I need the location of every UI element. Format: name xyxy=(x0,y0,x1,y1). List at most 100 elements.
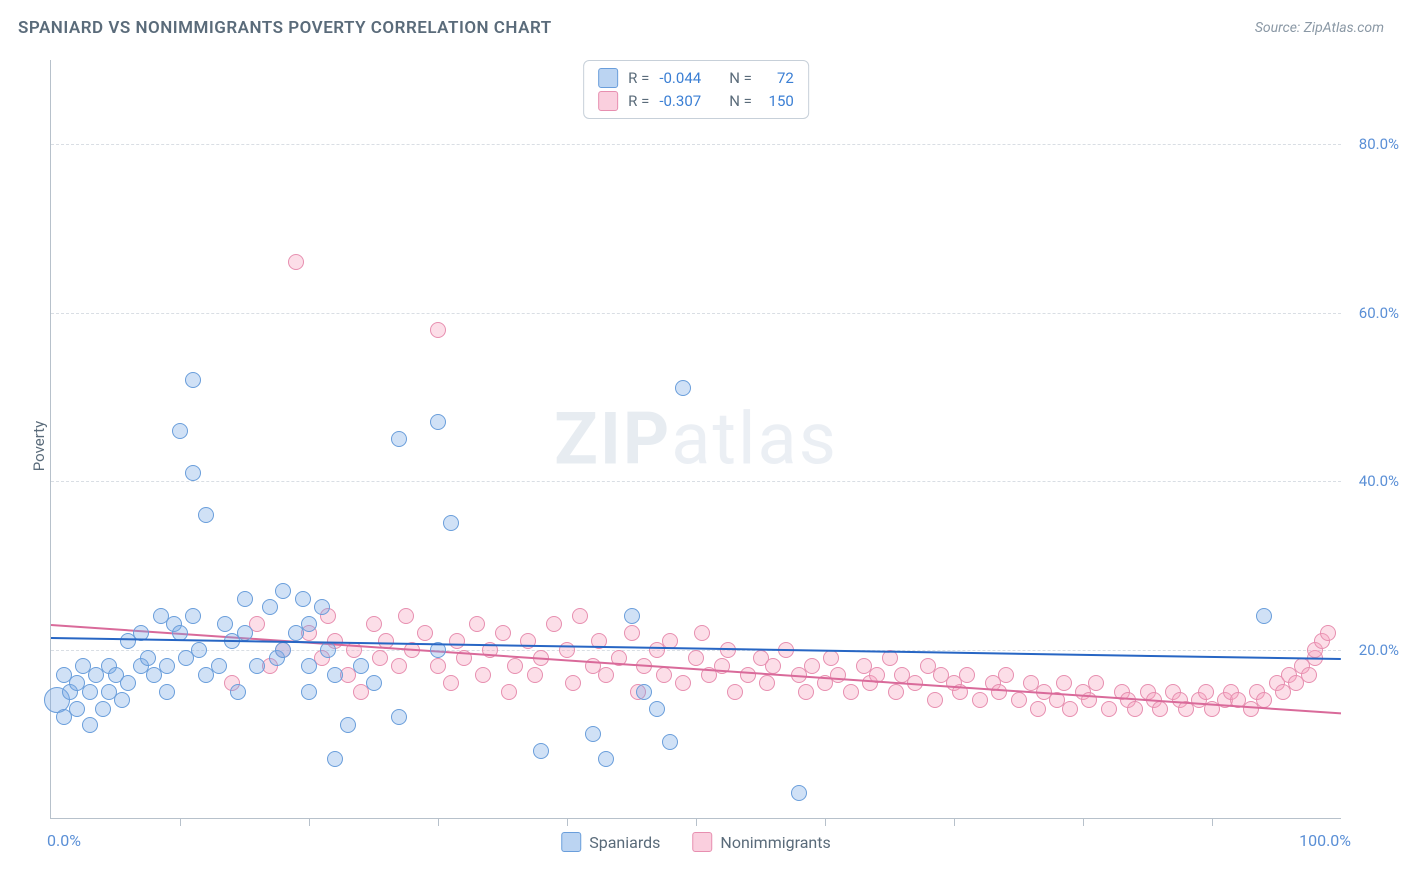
y-tick-label: 60.0% xyxy=(1359,304,1399,322)
data-point xyxy=(888,684,904,700)
data-point xyxy=(211,658,227,674)
data-point xyxy=(398,608,414,624)
series-legend: Spaniards Nonimmigrants xyxy=(561,832,831,852)
data-point xyxy=(1011,692,1027,708)
gridline xyxy=(51,144,1341,145)
y-tick-label: 20.0% xyxy=(1359,641,1399,659)
stats-legend: R = -0.044 N = 72 R = -0.307 N = 150 xyxy=(583,60,809,119)
data-point xyxy=(95,701,111,717)
data-point xyxy=(301,684,317,700)
x-tick xyxy=(825,818,826,826)
data-point xyxy=(688,650,704,666)
data-point xyxy=(959,667,975,683)
n-label: N = xyxy=(729,67,752,90)
r-value: -0.307 xyxy=(659,90,701,113)
data-point xyxy=(1101,701,1117,717)
x-tick xyxy=(438,818,439,826)
data-point xyxy=(656,667,672,683)
watermark-bold: ZIP xyxy=(554,397,671,482)
data-point xyxy=(559,642,575,658)
data-point xyxy=(430,322,446,338)
data-point xyxy=(449,633,465,649)
stats-row-nonimmigrants: R = -0.307 N = 150 xyxy=(598,90,794,113)
r-label: R = xyxy=(628,67,649,90)
r-label: R = xyxy=(628,90,649,113)
watermark: ZIPatlas xyxy=(554,397,838,482)
data-point xyxy=(443,675,459,691)
data-point xyxy=(624,625,640,641)
data-point xyxy=(237,591,253,607)
data-point xyxy=(759,675,775,691)
data-point xyxy=(140,650,156,666)
data-point xyxy=(1056,675,1072,691)
swatch-pink-icon xyxy=(598,91,618,111)
x-tick xyxy=(1212,818,1213,826)
data-point xyxy=(798,684,814,700)
data-point xyxy=(391,431,407,447)
data-point xyxy=(927,692,943,708)
data-point xyxy=(495,625,511,641)
data-point xyxy=(198,507,214,523)
data-point xyxy=(301,616,317,632)
data-point xyxy=(230,684,246,700)
data-point xyxy=(114,692,130,708)
data-point xyxy=(314,599,330,615)
data-point xyxy=(469,616,485,632)
y-tick-label: 40.0% xyxy=(1359,472,1399,490)
data-point xyxy=(843,684,859,700)
data-point xyxy=(301,658,317,674)
data-point xyxy=(295,591,311,607)
data-point xyxy=(430,658,446,674)
data-point xyxy=(565,675,581,691)
data-point xyxy=(598,751,614,767)
data-point xyxy=(340,717,356,733)
data-point xyxy=(823,650,839,666)
x-tick xyxy=(1083,818,1084,826)
data-point xyxy=(417,625,433,641)
y-axis-title: Poverty xyxy=(30,421,48,471)
data-point xyxy=(675,380,691,396)
data-point xyxy=(391,658,407,674)
data-point xyxy=(366,675,382,691)
data-point xyxy=(740,667,756,683)
y-tick-label: 80.0% xyxy=(1359,135,1399,153)
data-point xyxy=(217,616,233,632)
data-point xyxy=(366,616,382,632)
x-axis-max-label: 100.0% xyxy=(1299,831,1351,850)
swatch-blue-icon xyxy=(561,832,581,852)
data-point xyxy=(172,423,188,439)
data-point xyxy=(694,625,710,641)
data-point xyxy=(1127,701,1143,717)
data-point xyxy=(320,642,336,658)
data-point xyxy=(572,608,588,624)
data-point xyxy=(649,701,665,717)
data-point xyxy=(159,658,175,674)
x-tick xyxy=(309,818,310,826)
chart-title: SPANIARD VS NONIMMIGRANTS POVERTY CORREL… xyxy=(18,18,552,38)
swatch-blue-icon xyxy=(598,68,618,88)
data-point xyxy=(585,726,601,742)
data-point xyxy=(288,254,304,270)
data-point xyxy=(533,743,549,759)
data-point xyxy=(327,751,343,767)
data-point xyxy=(372,650,388,666)
data-point xyxy=(391,709,407,725)
data-point xyxy=(275,642,291,658)
data-point xyxy=(598,667,614,683)
x-tick xyxy=(567,818,568,826)
x-axis-min-label: 0.0% xyxy=(47,831,81,850)
data-point xyxy=(501,684,517,700)
data-point xyxy=(120,675,136,691)
legend-label: Nonimmigrants xyxy=(720,833,830,852)
data-point xyxy=(1030,701,1046,717)
n-value: 72 xyxy=(762,67,794,90)
data-point xyxy=(327,667,343,683)
data-point xyxy=(830,667,846,683)
data-point xyxy=(1301,667,1317,683)
data-point xyxy=(1320,625,1336,641)
data-point xyxy=(1256,692,1272,708)
x-tick xyxy=(180,818,181,826)
data-point xyxy=(191,642,207,658)
data-point xyxy=(1088,675,1104,691)
stats-row-spaniards: R = -0.044 N = 72 xyxy=(598,67,794,90)
